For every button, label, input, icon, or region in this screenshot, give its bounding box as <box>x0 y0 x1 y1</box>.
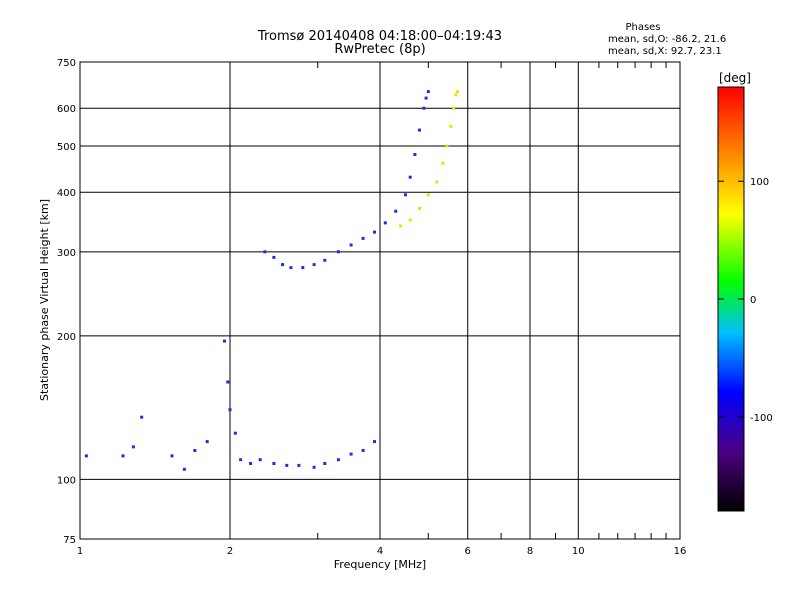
data-point <box>285 463 289 467</box>
x-tick-label: 16 <box>674 546 687 557</box>
data-point <box>193 449 197 452</box>
colorbar-tick-label: 0 <box>750 295 756 306</box>
data-point <box>349 243 353 247</box>
data-point <box>226 380 230 384</box>
data-point <box>418 206 421 210</box>
data-point <box>297 463 301 467</box>
data-point <box>445 144 449 148</box>
data-point <box>312 465 316 469</box>
x-tick-label: 8 <box>527 546 533 557</box>
data-point <box>312 263 316 267</box>
data-point <box>454 93 458 97</box>
y-tick-label: 400 <box>57 188 76 199</box>
y-tick-label: 750 <box>57 58 76 69</box>
data-point <box>121 454 125 458</box>
data-point <box>418 128 421 132</box>
x-axis-label: Frequency [MHz] <box>334 558 426 571</box>
data-point <box>281 263 285 267</box>
data-point <box>205 440 209 444</box>
data-point <box>373 440 376 444</box>
x-tick-label: 2 <box>227 546 233 557</box>
data-point <box>228 408 232 412</box>
data-point <box>170 454 174 458</box>
data-point <box>336 250 340 254</box>
y-tick-label: 200 <box>57 332 76 343</box>
x-tick-label: 10 <box>572 546 585 557</box>
data-point <box>223 339 226 343</box>
data-point <box>140 415 144 419</box>
y-tick-label: 75 <box>63 535 76 546</box>
data-point <box>361 236 365 240</box>
data-point <box>426 90 430 94</box>
data-point <box>336 458 340 462</box>
data-point <box>373 230 376 234</box>
data-point <box>399 224 403 228</box>
data-point <box>249 462 253 465</box>
data-point <box>408 175 412 179</box>
tick-layer: 1 2 4 6 8 10 16 75 100 200 300 400 500 600 750 <box>57 58 686 557</box>
data-point <box>272 462 276 465</box>
y-tick-label: 600 <box>57 104 76 115</box>
colorbar-label: [deg] <box>719 71 751 85</box>
data-point <box>426 193 430 197</box>
data-point <box>131 445 135 449</box>
colorbar-ticks: 100 0 -100 <box>718 177 773 424</box>
data-point <box>422 106 426 110</box>
data-point <box>84 454 88 458</box>
data-point <box>289 266 293 270</box>
data-point <box>413 153 417 156</box>
data-point <box>239 458 243 462</box>
data-point <box>449 124 453 128</box>
data-point <box>383 221 387 225</box>
data-point <box>349 452 353 456</box>
data-points <box>84 90 459 471</box>
data-point <box>394 209 398 213</box>
data-point <box>323 462 327 465</box>
data-point <box>272 255 276 259</box>
data-point <box>361 449 365 452</box>
chart-subtitle: RwPretec (8p) <box>334 42 425 57</box>
y-tick-label: 300 <box>57 248 76 259</box>
y-axis-label: Stationary phase Virtual Height [km] <box>38 199 51 401</box>
y-tick-label: 100 <box>57 475 76 486</box>
data-point <box>233 431 237 435</box>
colorbar-tick-label: 100 <box>750 177 769 188</box>
data-point <box>323 258 327 262</box>
data-point <box>435 180 439 184</box>
colorbar-tick-label: -100 <box>750 413 773 424</box>
grid-layer <box>80 62 680 539</box>
chart-title: Tromsø 20140408 04:18:00–04:19:43 <box>257 29 502 44</box>
data-point <box>455 90 459 94</box>
x-tick-label: 6 <box>465 546 471 557</box>
data-point <box>258 458 262 462</box>
data-point <box>408 218 412 222</box>
data-point <box>404 193 407 197</box>
data-point <box>441 161 445 165</box>
phases-o-stats: mean, sd,O: -86.2, 21.6 <box>608 34 726 45</box>
x-tick-label: 4 <box>377 546 383 557</box>
data-point <box>452 106 456 110</box>
data-point <box>301 266 305 270</box>
x-tick-label: 1 <box>77 546 83 557</box>
data-point <box>182 467 186 471</box>
y-tick-label: 500 <box>57 142 76 153</box>
data-point <box>424 96 428 100</box>
phases-x-stats: mean, sd,X: 92.7, 23.1 <box>608 46 722 57</box>
phases-title: Phases <box>625 22 660 33</box>
data-point <box>263 250 267 254</box>
